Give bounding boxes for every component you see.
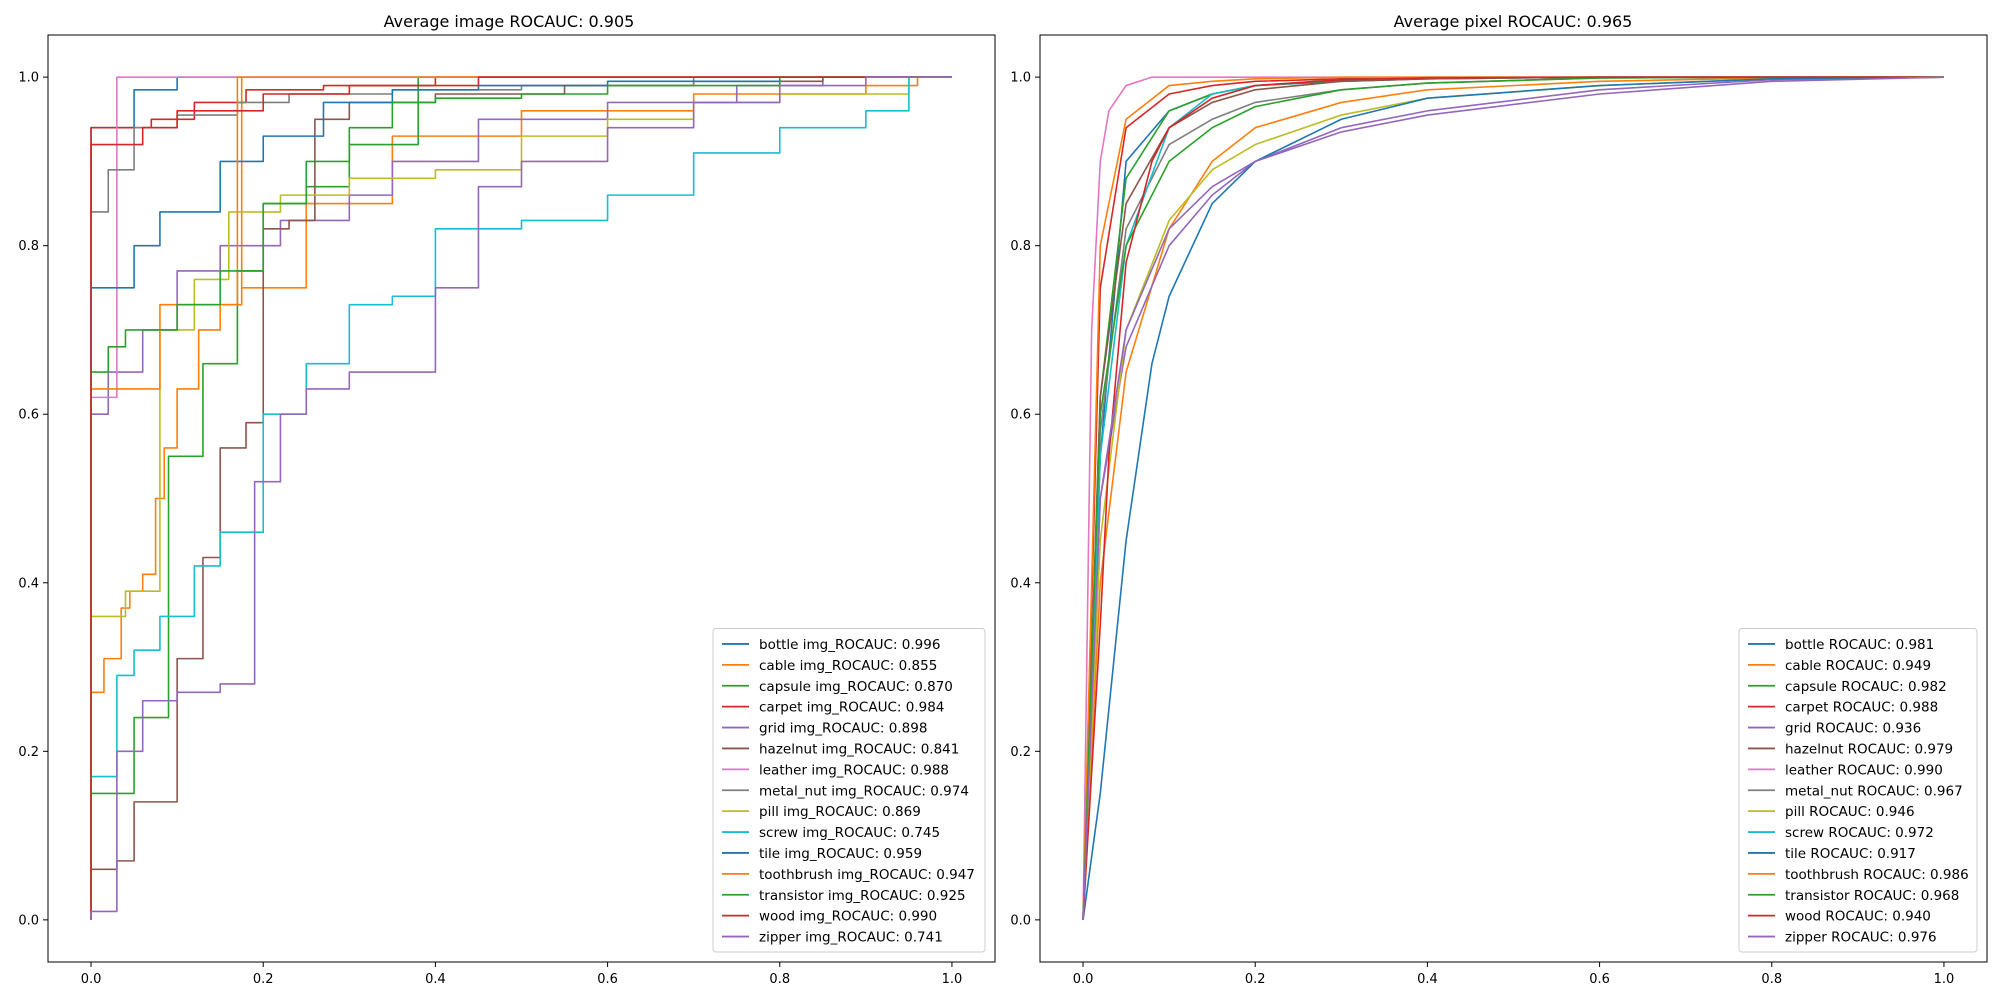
legend-entry: transistor ROCAUC: 0.968	[1785, 888, 1959, 904]
legend-entry: grid ROCAUC: 0.936	[1785, 721, 1921, 737]
series-line	[90, 76, 952, 920]
legend-entry: transistor img_ROCAUC: 0.925	[759, 888, 966, 904]
x-tick-label: 0.8	[769, 972, 790, 987]
series-line	[90, 76, 952, 920]
legend-entry: capsule img_ROCAUC: 0.870	[759, 679, 953, 695]
x-tick-label: 0.8	[1761, 972, 1782, 987]
y-tick-label: 1.0	[18, 71, 39, 86]
legend-box	[1738, 628, 1978, 953]
series-line	[1082, 76, 1944, 920]
pixel-rocauc-chart: Average pixel ROCAUC: 0.965 0.0 0.2 0.4 0.6…	[1010, 12, 1988, 987]
series-line	[1082, 76, 1944, 920]
series-line	[90, 76, 952, 920]
chart-title: Average image ROCAUC: 0.905	[384, 12, 635, 31]
y-tick-label: 0.4	[1010, 576, 1031, 591]
series-line	[1082, 76, 1944, 920]
legend: bottle ROCAUC: 0.981 cable ROCAUC: 0.949 c…	[1738, 628, 1978, 953]
series-line	[1082, 76, 1944, 920]
y-tick-label: 0.6	[1010, 408, 1031, 423]
legend-entry: bottle ROCAUC: 0.981	[1785, 637, 1934, 653]
y-tick-label: 0.2	[18, 745, 39, 760]
legend-entry: wood ROCAUC: 0.940	[1785, 909, 1931, 925]
legend: bottle img_ROCAUC: 0.996 cable img_ROCAUC…	[712, 628, 986, 953]
y-tick-label: 1.0	[1010, 71, 1031, 86]
y-tick-label: 0.6	[18, 408, 39, 423]
legend-entry: pill img_ROCAUC: 0.869	[759, 804, 921, 820]
legend-entry: toothbrush img_ROCAUC: 0.947	[759, 867, 975, 883]
x-tick-label: 0.4	[1417, 972, 1438, 987]
series-line	[90, 76, 952, 920]
axes-frame	[47, 34, 996, 963]
legend-entry: zipper img_ROCAUC: 0.741	[759, 930, 943, 946]
legend-entry: pill ROCAUC: 0.946	[1785, 804, 1915, 820]
legend-entry: bottle img_ROCAUC: 0.996	[759, 637, 940, 653]
y-tick-label: 0.2	[1010, 745, 1031, 760]
legend-entry: zipper ROCAUC: 0.976	[1785, 930, 1937, 946]
legend-entry: tile img_ROCAUC: 0.959	[759, 846, 922, 862]
x-tick-label: 0.4	[425, 972, 446, 987]
y-tick-label: 0.8	[18, 239, 39, 254]
x-tick-label: 1.0	[942, 972, 963, 987]
legend-entry: carpet img_ROCAUC: 0.984	[759, 700, 944, 716]
y-tick-label: 0.4	[18, 576, 39, 591]
x-tick-label: 0.2	[1245, 972, 1266, 987]
x-tick-label: 0.2	[253, 972, 274, 987]
chart-title: Average pixel ROCAUC: 0.965	[1394, 12, 1633, 31]
y-tick-label: 0.0	[18, 913, 39, 928]
legend-entry: screw ROCAUC: 0.972	[1785, 825, 1934, 841]
x-tick-label: 1.0	[1934, 972, 1955, 987]
x-tick-label: 0.6	[1589, 972, 1610, 987]
x-tick-label: 0.0	[1073, 972, 1094, 987]
x-tick-label: 0.0	[81, 972, 102, 987]
legend-entry: metal_nut ROCAUC: 0.967	[1785, 783, 1963, 799]
legend-entry: wood img_ROCAUC: 0.990	[759, 909, 937, 925]
legend-entry: toothbrush ROCAUC: 0.986	[1785, 867, 1969, 883]
legend-entry: metal_nut img_ROCAUC: 0.974	[759, 783, 969, 799]
legend-entry: cable img_ROCAUC: 0.855	[759, 658, 937, 674]
legend-entry: capsule ROCAUC: 0.982	[1785, 679, 1947, 695]
legend-entry: tile ROCAUC: 0.917	[1785, 846, 1916, 862]
legend-entry: leather img_ROCAUC: 0.988	[759, 762, 949, 778]
legend-box	[712, 628, 986, 953]
legend-entry: screw img_ROCAUC: 0.745	[759, 825, 940, 841]
legend-entry: grid img_ROCAUC: 0.898	[759, 721, 927, 737]
legend-entry: hazelnut img_ROCAUC: 0.841	[759, 741, 959, 757]
legend-entry: leather ROCAUC: 0.990	[1785, 762, 1943, 778]
legend-entry: cable ROCAUC: 0.949	[1785, 658, 1931, 674]
axes-frame	[1039, 34, 1988, 963]
series-line	[90, 76, 952, 920]
legend-entry: carpet ROCAUC: 0.988	[1785, 700, 1938, 716]
image-rocauc-chart: Average image ROCAUC: 0.905 0.0 0.2 0.4 0.6…	[18, 12, 996, 987]
y-tick-label: 0.8	[1010, 239, 1031, 254]
y-tick-label: 0.0	[1010, 913, 1031, 928]
legend-entry: hazelnut ROCAUC: 0.979	[1785, 741, 1953, 757]
x-tick-label: 0.6	[597, 972, 618, 987]
